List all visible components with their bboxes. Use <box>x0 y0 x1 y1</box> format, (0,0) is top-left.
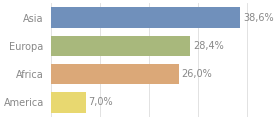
Bar <box>51 7 240 28</box>
Bar <box>51 92 86 113</box>
Text: 26,0%: 26,0% <box>181 69 212 79</box>
Bar <box>51 36 190 56</box>
Text: 38,6%: 38,6% <box>243 13 274 23</box>
Text: 7,0%: 7,0% <box>88 97 113 107</box>
Text: 28,4%: 28,4% <box>193 41 224 51</box>
Bar <box>51 64 179 84</box>
